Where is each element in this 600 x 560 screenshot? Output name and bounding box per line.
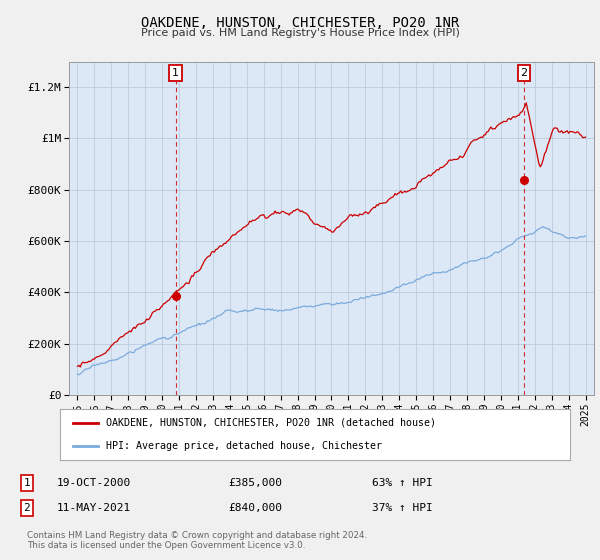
Text: Contains HM Land Registry data © Crown copyright and database right 2024.
This d: Contains HM Land Registry data © Crown c… (27, 531, 367, 550)
Text: 19-OCT-2000: 19-OCT-2000 (57, 478, 131, 488)
Text: Price paid vs. HM Land Registry's House Price Index (HPI): Price paid vs. HM Land Registry's House … (140, 28, 460, 38)
Text: £385,000: £385,000 (228, 478, 282, 488)
Text: 63% ↑ HPI: 63% ↑ HPI (372, 478, 433, 488)
Text: 11-MAY-2021: 11-MAY-2021 (57, 503, 131, 513)
Text: 2: 2 (520, 68, 527, 78)
Text: OAKDENE, HUNSTON, CHICHESTER, PO20 1NR (detached house): OAKDENE, HUNSTON, CHICHESTER, PO20 1NR (… (106, 418, 436, 428)
Text: 37% ↑ HPI: 37% ↑ HPI (372, 503, 433, 513)
Text: OAKDENE, HUNSTON, CHICHESTER, PO20 1NR: OAKDENE, HUNSTON, CHICHESTER, PO20 1NR (141, 16, 459, 30)
Text: 1: 1 (172, 68, 179, 78)
Text: 2: 2 (23, 503, 31, 513)
Text: 1: 1 (23, 478, 31, 488)
Text: HPI: Average price, detached house, Chichester: HPI: Average price, detached house, Chic… (106, 441, 382, 451)
Text: £840,000: £840,000 (228, 503, 282, 513)
